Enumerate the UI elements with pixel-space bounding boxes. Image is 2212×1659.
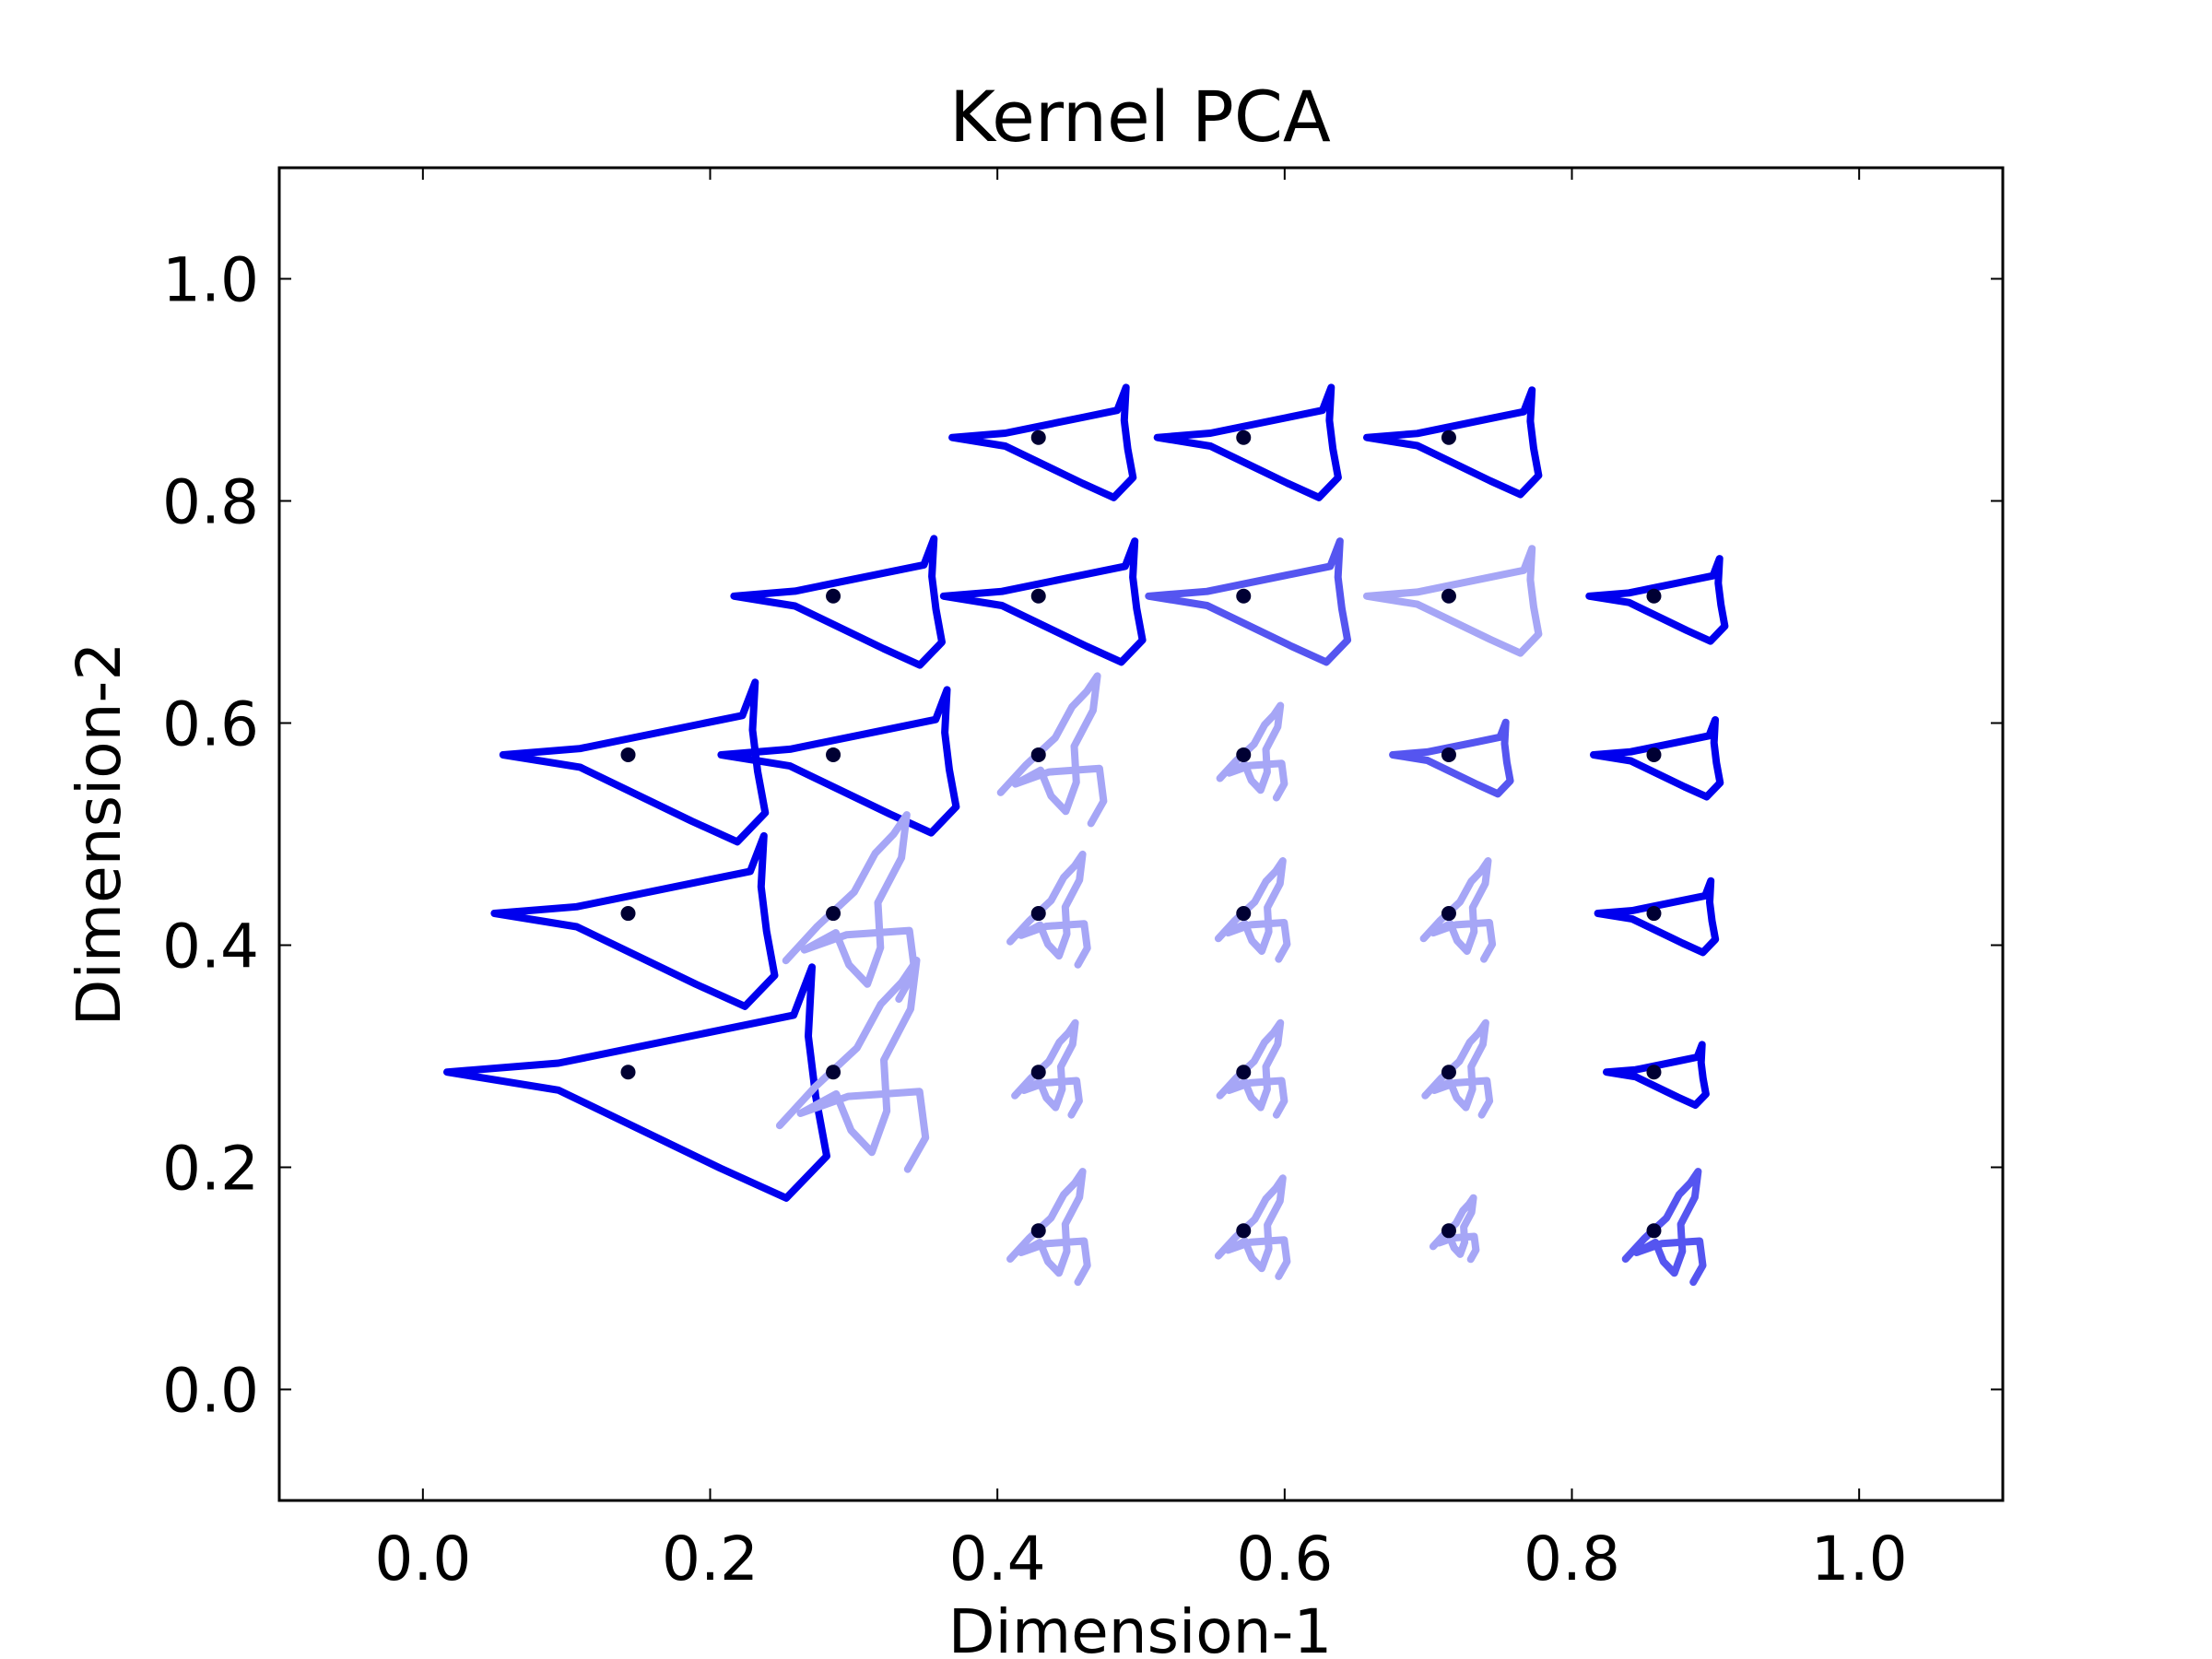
glyph-shape-17 xyxy=(1214,857,1291,963)
data-point-18 xyxy=(1441,906,1456,922)
data-point-6 xyxy=(1441,588,1456,604)
data-point-13 xyxy=(1646,747,1662,762)
x-tick-label: 1.0 xyxy=(1811,1524,1908,1594)
glyph-shape-19 xyxy=(1594,877,1720,957)
y-axis-label: Dimension-2 xyxy=(64,642,135,1027)
glyph-shape-6 xyxy=(1363,545,1543,657)
x-tick-label: 0.0 xyxy=(374,1524,471,1594)
shapes-layer xyxy=(443,383,1729,1287)
glyph-shape-3 xyxy=(730,535,946,669)
data-point-28 xyxy=(1441,1223,1456,1239)
data-point-23 xyxy=(1236,1065,1252,1080)
data-point-7 xyxy=(1646,588,1662,604)
data-point-20 xyxy=(620,1065,636,1080)
data-point-16 xyxy=(1030,906,1046,922)
data-point-24 xyxy=(1441,1065,1456,1080)
plot-frame xyxy=(277,166,2005,1502)
data-point-4 xyxy=(1030,588,1046,604)
x-tick-label: 0.8 xyxy=(1524,1524,1620,1594)
glyph-shape-10 xyxy=(996,672,1108,828)
y-tick-label: 0.2 xyxy=(162,1134,259,1205)
data-point-17 xyxy=(1236,906,1252,922)
data-point-27 xyxy=(1236,1223,1252,1239)
y-tick-label: 0.0 xyxy=(162,1356,259,1427)
glyph-shape-29 xyxy=(1621,1168,1707,1287)
chart-title: Kernel PCA xyxy=(949,76,1331,158)
glyph-shape-1 xyxy=(1153,383,1342,501)
data-point-14 xyxy=(620,906,636,922)
glyph-shape-27 xyxy=(1214,1174,1291,1280)
glyph-shape-15 xyxy=(782,811,919,1003)
glyph-shape-7 xyxy=(1585,555,1729,645)
glyph-shape-18 xyxy=(1419,857,1497,963)
glyph-shape-16 xyxy=(1006,850,1091,969)
glyph-shape-23 xyxy=(1216,1018,1288,1119)
data-point-12 xyxy=(1441,747,1456,762)
data-point-11 xyxy=(1236,747,1252,762)
glyph-shape-20 xyxy=(443,963,830,1202)
glyph-shape-25 xyxy=(1603,1041,1710,1109)
glyph-shape-12 xyxy=(1389,718,1514,798)
x-tick-label: 0.6 xyxy=(1236,1524,1333,1594)
ticks-layer: 0.0 0.2 0.4 0.6 0.8 1.0 0.0 0.2 0.4 0.6 0.8 1.0 xyxy=(162,168,2003,1594)
data-point-1 xyxy=(1236,429,1252,445)
x-axis-label: Dimension-1 xyxy=(948,1596,1333,1659)
glyph-shape-28 xyxy=(1429,1194,1480,1264)
data-point-3 xyxy=(826,588,841,604)
data-point-26 xyxy=(1030,1223,1046,1239)
y-tick-label: 1.0 xyxy=(162,245,259,316)
y-tick-label: 0.6 xyxy=(162,689,259,760)
glyph-shape-5 xyxy=(1145,537,1352,666)
glyph-shape-21 xyxy=(775,957,930,1173)
data-point-15 xyxy=(826,906,841,922)
data-point-29 xyxy=(1646,1223,1662,1239)
data-point-2 xyxy=(1441,429,1456,445)
data-point-22 xyxy=(1030,1065,1046,1080)
glyph-shape-14 xyxy=(490,831,779,1010)
points-layer xyxy=(620,429,1662,1239)
y-tick-label: 0.8 xyxy=(162,467,259,538)
glyph-shape-0 xyxy=(948,383,1137,501)
glyph-shape-8 xyxy=(499,678,770,846)
data-point-10 xyxy=(1030,747,1046,762)
data-point-8 xyxy=(620,747,636,762)
glyph-shape-26 xyxy=(1006,1168,1091,1287)
data-point-0 xyxy=(1030,429,1046,445)
data-point-5 xyxy=(1236,588,1252,604)
x-tick-label: 0.4 xyxy=(949,1524,1046,1594)
glyph-shape-13 xyxy=(1590,716,1724,801)
glyph-shape-11 xyxy=(1216,701,1288,802)
glyph-shape-22 xyxy=(1011,1018,1083,1119)
glyph-shape-24 xyxy=(1421,1018,1494,1119)
y-tick-label: 0.4 xyxy=(162,912,259,982)
data-point-9 xyxy=(826,747,841,762)
data-point-19 xyxy=(1646,906,1662,922)
glyph-shape-9 xyxy=(717,686,960,837)
data-point-25 xyxy=(1646,1065,1662,1080)
data-point-21 xyxy=(826,1065,841,1080)
glyph-shape-2 xyxy=(1363,386,1543,499)
glyph-shape-4 xyxy=(939,537,1147,666)
x-tick-label: 0.2 xyxy=(662,1524,759,1594)
